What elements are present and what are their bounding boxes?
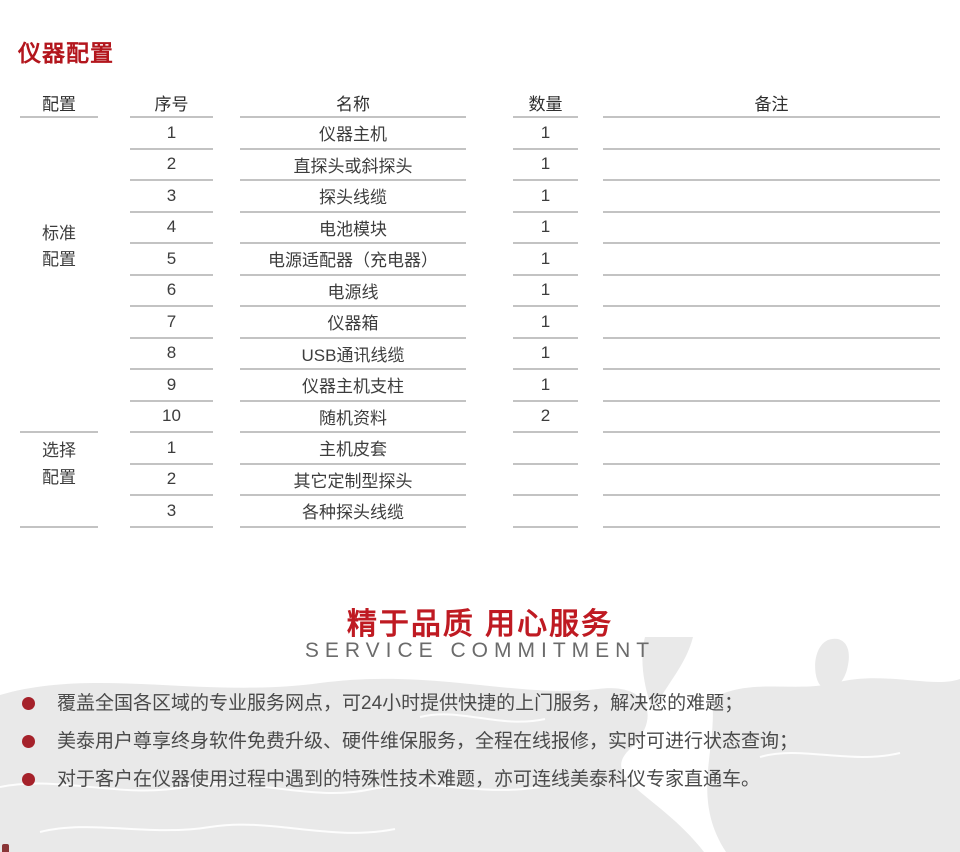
cell-note — [603, 465, 940, 496]
cell-qty — [513, 433, 578, 465]
cell-name: 直探头或斜探头 — [240, 150, 466, 181]
cell-index: 10 — [130, 402, 213, 433]
cell-note — [603, 150, 940, 181]
column-header-name: 名称 — [240, 88, 466, 118]
service-bullet: 覆盖全国各区域的专业服务网点，可24小时提供快捷的上门服务，解决您的难题； — [20, 690, 944, 717]
table-row: 10 随机资料 2 — [20, 402, 940, 433]
cell-index: 8 — [130, 339, 213, 370]
cell-index: 2 — [130, 150, 213, 181]
bullet-dot-icon — [22, 697, 35, 710]
table-row: 8 USB通讯线缆 1 — [20, 339, 940, 370]
cell-name: 探头线缆 — [240, 181, 466, 213]
cell-name: 随机资料 — [240, 402, 466, 433]
column-header-note: 备注 — [603, 88, 940, 118]
group-label-line: 配置 — [42, 467, 76, 487]
cell-note — [603, 339, 940, 370]
cell-note — [603, 402, 940, 433]
cell-qty — [513, 465, 578, 496]
cell-index: 9 — [130, 370, 213, 402]
page-title: 仪器配置 — [18, 40, 114, 66]
table-row: 9 仪器主机支柱 1 — [20, 370, 940, 402]
cell-index: 5 — [130, 244, 213, 276]
cell-index: 6 — [130, 276, 213, 307]
cell-index: 3 — [130, 496, 213, 528]
table-row: 3 探头线缆 1 — [20, 181, 940, 213]
cell-name: 仪器主机 — [240, 118, 466, 150]
cell-qty: 1 — [513, 244, 578, 276]
service-bullet: 对于客户在仪器使用过程中遇到的特殊性技术难题，亦可连线美泰科仪专家直通车。 — [20, 766, 944, 793]
table-header-row: 配置 序号 名称 数量 备注 — [20, 88, 940, 118]
cell-name: 电源线 — [240, 276, 466, 307]
table-row: 1 主机皮套 — [20, 433, 940, 465]
cell-qty: 1 — [513, 213, 578, 244]
cell-qty: 1 — [513, 181, 578, 213]
group-label-line: 配置 — [42, 250, 76, 269]
cell-qty: 1 — [513, 118, 578, 150]
map-marker — [2, 844, 9, 852]
cell-note — [603, 181, 940, 213]
table-row: 2 直探头或斜探头 1 — [20, 150, 940, 181]
table-row: 1 仪器主机 1 — [20, 118, 940, 150]
cell-name: 各种探头线缆 — [240, 496, 466, 528]
column-header-config: 配置 — [20, 88, 98, 118]
cell-note — [603, 213, 940, 244]
table-row: 5 电源适配器（充电器） 1 — [20, 244, 940, 276]
world-map-background — [0, 637, 960, 852]
group-label-standard: 标准 配置 — [20, 118, 98, 433]
cell-index: 1 — [130, 433, 213, 465]
service-bullet-text: 覆盖全国各区域的专业服务网点，可24小时提供快捷的上门服务，解决您的难题； — [57, 693, 744, 714]
column-header-index: 序号 — [130, 88, 213, 118]
cell-qty: 1 — [513, 276, 578, 307]
service-bullet-text: 对于客户在仪器使用过程中遇到的特殊性技术难题，亦可连线美泰科仪专家直通车。 — [57, 769, 761, 790]
cell-note — [603, 433, 940, 465]
service-bullet-list: 覆盖全国各区域的专业服务网点，可24小时提供快捷的上门服务，解决您的难题； 美泰… — [20, 690, 944, 804]
config-table: 配置 序号 名称 数量 备注 标准 配置 选择 配置 1 仪器主机 1 2 直探… — [20, 88, 940, 528]
cell-qty: 1 — [513, 339, 578, 370]
service-slogan-subtitle: SERVICE COMMITMENT — [304, 639, 656, 662]
table-row: 6 电源线 1 — [20, 276, 940, 307]
cell-note — [603, 118, 940, 150]
table-row: 7 仪器箱 1 — [20, 307, 940, 339]
service-bullet: 美泰用户尊享终身软件免费升级、硬件维保服务，全程在线报修，实时可进行状态查询； — [20, 728, 944, 755]
group-label-line: 标准 — [42, 223, 76, 243]
cell-name: 仪器主机支柱 — [240, 370, 466, 402]
cell-qty: 1 — [513, 150, 578, 181]
table-row: 3 各种探头线缆 — [20, 496, 940, 528]
cell-note — [603, 307, 940, 339]
bullet-dot-icon — [22, 735, 35, 748]
table-row: 2 其它定制型探头 — [20, 465, 940, 496]
cell-qty — [513, 496, 578, 528]
bullet-dot-icon — [22, 773, 35, 786]
group-label-optional: 选择 配置 — [20, 433, 98, 528]
cell-index: 7 — [130, 307, 213, 339]
cell-name: 仪器箱 — [240, 307, 466, 339]
cell-name: 其它定制型探头 — [240, 465, 466, 496]
cell-index: 2 — [130, 465, 213, 496]
cell-qty: 1 — [513, 370, 578, 402]
table-row: 4 电池模块 1 — [20, 213, 940, 244]
cell-name: USB通讯线缆 — [240, 339, 466, 370]
cell-qty: 1 — [513, 307, 578, 339]
cell-index: 4 — [130, 213, 213, 244]
cell-name: 主机皮套 — [240, 433, 466, 465]
group-label-line: 选择 — [42, 441, 76, 461]
cell-note — [603, 244, 940, 276]
cell-qty: 2 — [513, 402, 578, 433]
cell-index: 3 — [130, 181, 213, 213]
cell-index: 1 — [130, 118, 213, 150]
service-bullet-text: 美泰用户尊享终身软件免费升级、硬件维保服务，全程在线报修，实时可进行状态查询； — [57, 731, 799, 752]
cell-note — [603, 370, 940, 402]
column-header-qty: 数量 — [513, 88, 578, 118]
service-slogan: 精于品质 用心服务 — [346, 608, 614, 641]
cell-note — [603, 276, 940, 307]
cell-note — [603, 496, 940, 528]
cell-name: 电源适配器（充电器） — [240, 244, 466, 276]
cell-name: 电池模块 — [240, 213, 466, 244]
